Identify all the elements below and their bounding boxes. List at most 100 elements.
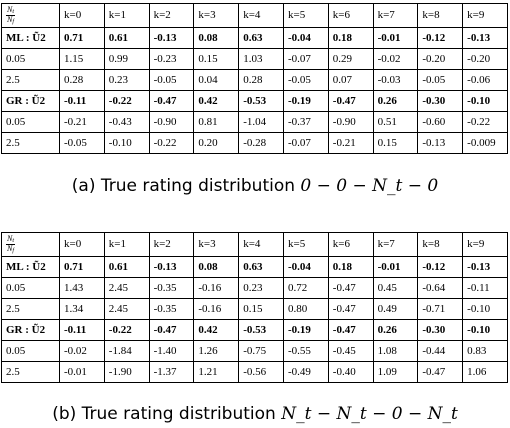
table-cell: 0.71 [59,27,105,49]
column-header-k8: k=8 [417,3,464,28]
table-row: ML : Ũ2 0.71 0.61 -0.13 0.08 0.63 -0.04 0.18 -0.… [1,256,508,278]
row-label: 0.05 [1,340,60,362]
table-cell: -0.009 [462,132,508,154]
table-cell: 1.21 [193,361,240,383]
row-label: 0.05 [1,48,60,70]
table-cell: -0.01 [372,27,419,49]
table-cell: -0.90 [327,111,374,133]
table-row: 2.5 1.34 2.45 -0.35 -0.16 0.15 0.80 -0.47 0.49 -0… [1,298,508,320]
table-cell: 0.26 [372,319,419,341]
table-cell: -0.10 [462,298,508,320]
table-cell: 0.49 [372,298,419,320]
column-header-k1: k=1 [103,232,150,257]
table-cell: -0.05 [148,69,195,91]
table-cell: -0.05 [417,69,464,91]
table-cell: -0.64 [417,277,464,299]
table-row: 0.05 -0.21 -0.43 -0.90 0.81 -1.04 -0.37 -0.90 0.… [1,111,508,133]
table-cell: 0.29 [327,48,374,70]
row-label: ML : Ũ2 [1,256,60,278]
table-cell: -0.43 [103,111,150,133]
table-cell: -0.06 [462,69,508,91]
table-cell: -0.05 [282,69,329,91]
table-cell: -0.11 [59,319,105,341]
table-cell: 0.83 [462,340,508,362]
table-cell: 0.23 [103,69,150,91]
table-cell: -0.22 [148,132,195,154]
table-cell: -0.35 [148,277,195,299]
table-cell: -0.53 [238,90,284,112]
table-cell: -0.19 [282,319,329,341]
table-cell: 0.42 [193,90,240,112]
table-cell: 1.06 [462,361,508,383]
table-cell: -0.40 [327,361,374,383]
table-cell: -1.37 [148,361,195,383]
table-cell: 0.81 [193,111,240,133]
table-cell: -0.45 [327,340,374,362]
table-cell: -0.20 [417,48,464,70]
table-cell: 0.99 [103,48,150,70]
table-cell: -0.28 [238,132,284,154]
table-row: GR : Ũ2 -0.11 -0.22 -0.47 0.42 -0.53 -0.19 -0.4… [1,90,508,112]
table-cell: 0.04 [193,69,240,91]
caption-a: (a) True rating distribution 0 − 0 − N_t… [0,176,510,196]
table-cell: -0.03 [372,69,419,91]
caption-b-math: N_t − N_t − 0 − N_t [281,404,458,424]
table-cell: -0.55 [282,340,329,362]
row-label: 2.5 [1,69,60,91]
table-cell: 1.15 [59,48,105,70]
table-cell: -0.22 [462,111,508,133]
nt-over-nf-fraction: Nt Nf [6,5,16,25]
table-cell: 0.71 [59,256,105,278]
table-cell: -0.47 [327,277,374,299]
table-cell: 0.28 [238,69,284,91]
table-cell: -0.47 [327,319,374,341]
table-cell: -0.04 [282,256,329,278]
table-cell: -0.11 [59,90,105,112]
table-cell: -1.40 [148,340,195,362]
column-header-k4: k=4 [238,3,284,28]
table-cell: -0.20 [462,48,508,70]
table-cell: 1.09 [372,361,419,383]
column-header-k5: k=5 [282,232,329,257]
table-cell: -0.22 [103,319,150,341]
column-header-k0: k=0 [59,3,105,28]
table-cell: -0.47 [417,361,464,383]
row-label: GR : Ũ2 [1,319,60,341]
table-cell: 0.18 [327,256,374,278]
table-cell: -0.71 [417,298,464,320]
table-cell: -0.21 [327,132,374,154]
table-row: 2.5 -0.01 -1.90 -1.37 1.21 -0.56 -0.49 -0.40 1.0… [1,361,508,383]
table-cell: -0.90 [148,111,195,133]
table-cell: 1.08 [372,340,419,362]
table-cell: -0.13 [462,27,508,49]
table-cell: 0.61 [103,27,150,49]
table-cell: -0.13 [148,27,195,49]
table-cell: -0.11 [462,277,508,299]
column-header-k3: k=3 [193,232,240,257]
table-cell: 0.63 [238,27,284,49]
table-cell: 1.03 [238,48,284,70]
table-cell: -0.10 [462,90,508,112]
caption-b-text: (b) True rating distribution [52,404,276,424]
table-cell: -0.07 [282,132,329,154]
table-cell: -0.12 [417,27,464,49]
header-row: Nt Nf k=0 k=1 k=2 k=3 k=4 k=5 k=6 k=7 k=8 k=9 [1,3,508,28]
header-row: Nt Nf k=0 k=1 k=2 k=3 k=4 k=5 k=6 k=7 k=8 k=9 [1,232,508,257]
corner-header-cell: Nt Nf [1,232,60,257]
table-cell: 0.45 [372,277,419,299]
table-cell: -0.02 [372,48,419,70]
column-header-k6: k=6 [327,3,374,28]
table-cell: 0.72 [282,277,329,299]
table-cell: -0.44 [417,340,464,362]
table-cell: -0.60 [417,111,464,133]
table-cell: -0.30 [417,90,464,112]
table-cell: 1.34 [59,298,105,320]
column-header-k3: k=3 [193,3,240,28]
nt-over-nf-fraction: Nt Nf [6,234,16,254]
column-header-k8: k=8 [417,232,464,257]
corner-header-cell: Nt Nf [1,3,60,28]
table-cell: -0.13 [148,256,195,278]
table-row: 0.05 -0.02 -1.84 -1.40 1.26 -0.75 -0.55 -0.45 1.… [1,340,508,362]
table-cell: 0.61 [103,256,150,278]
column-header-k7: k=7 [372,3,419,28]
